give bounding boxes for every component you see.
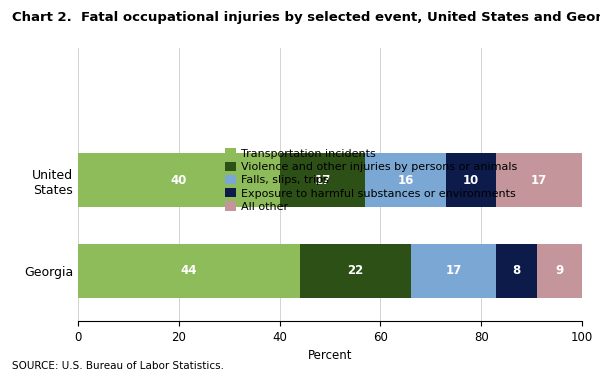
Text: 22: 22 <box>347 264 364 278</box>
Text: 17: 17 <box>314 173 331 186</box>
Bar <box>410 244 496 298</box>
Bar <box>446 153 496 207</box>
Text: 16: 16 <box>397 173 414 186</box>
Text: SOURCE: U.S. Bureau of Labor Statistics.: SOURCE: U.S. Bureau of Labor Statistics. <box>12 361 224 371</box>
Text: 44: 44 <box>181 264 197 278</box>
Bar <box>496 244 536 298</box>
Bar <box>300 244 410 298</box>
Text: 8: 8 <box>512 264 521 278</box>
Bar <box>78 153 280 207</box>
Text: 10: 10 <box>463 173 479 186</box>
Bar <box>365 153 446 207</box>
Bar <box>536 244 582 298</box>
Text: 17: 17 <box>445 264 461 278</box>
Bar <box>496 153 582 207</box>
Bar <box>78 244 300 298</box>
Legend: Transportation incidents, Violence and other injuries by persons or animals, Fal: Transportation incidents, Violence and o… <box>224 148 518 212</box>
X-axis label: Percent: Percent <box>308 349 352 362</box>
Bar <box>280 153 365 207</box>
Text: 9: 9 <box>555 264 563 278</box>
Text: 40: 40 <box>170 173 187 186</box>
Text: Chart 2.  Fatal occupational injuries by selected event, United States and Georg: Chart 2. Fatal occupational injuries by … <box>12 11 600 24</box>
Text: 17: 17 <box>531 173 547 186</box>
